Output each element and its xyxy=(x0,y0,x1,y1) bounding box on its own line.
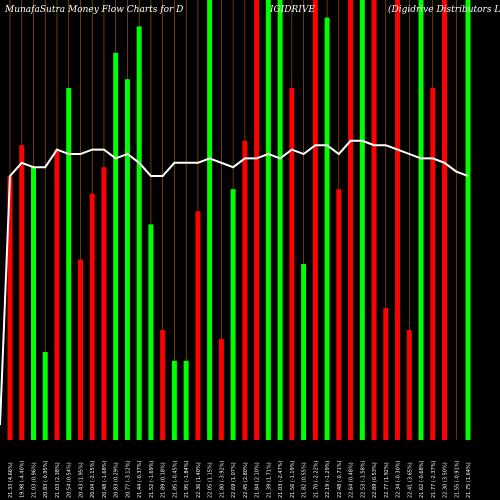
x-tick-label: 20.48 (-1.68%) xyxy=(102,460,108,498)
bar xyxy=(336,189,342,440)
x-axis-labels: 21.33 (4.66%) 19.98 (-4.40%) 21.03 (0.96%)… xyxy=(8,460,472,498)
bar xyxy=(124,79,130,440)
x-tick-label: 21.33 (4.66%) xyxy=(8,462,14,498)
x-tick-label: 20.43 (1.95%) xyxy=(78,462,84,498)
x-tick-label: 22.89 (0.53%) xyxy=(372,462,378,498)
bar xyxy=(324,17,330,440)
x-tick-label: 21.77 (-2.37%) xyxy=(431,460,437,498)
bar xyxy=(42,352,48,440)
x-tick-label: 21.62 (-0.68%) xyxy=(419,460,425,498)
bar xyxy=(66,88,72,440)
x-tick-label: 22.48 (-0.71%) xyxy=(337,460,343,498)
chart-title-mid: IGIDRIVE xyxy=(269,5,315,15)
x-tick-label: 22.05 (1.15%) xyxy=(208,462,214,498)
x-tick-label: 21.56 (-1.19%) xyxy=(290,460,296,498)
x-tick-label: 21.82 (0.55%) xyxy=(302,462,308,498)
x-tick-label: 21.80 (-3.92%) xyxy=(219,460,225,498)
x-tick-label: 22.30 (3.50%) xyxy=(443,462,449,498)
bar xyxy=(113,52,119,441)
x-tick-label: 21.03 (2.38%) xyxy=(55,462,61,498)
bars-group xyxy=(7,0,471,441)
x-tick-label: 21.84 (2.10%) xyxy=(255,462,261,498)
x-tick-label: 20.54 (0.54%) xyxy=(67,462,73,498)
x-tick-label: 20.83 (0.29%) xyxy=(114,462,120,498)
x-tick-label: 22.53 (-1.58%) xyxy=(360,460,366,498)
x-tick-label: 21.95 (-1.84%) xyxy=(184,460,190,498)
x-tick-label: 22.41 (3.65%) xyxy=(407,462,413,498)
x-tick-label: 22.34 (-0.30%) xyxy=(396,460,402,498)
bar xyxy=(183,360,189,440)
x-tick-label: 22.19 (-1.29%) xyxy=(325,460,331,498)
bar xyxy=(230,189,236,440)
bar xyxy=(277,0,283,440)
bar xyxy=(442,0,448,440)
x-tick-label: 21.03 (0.96%) xyxy=(31,462,37,498)
x-tick-label: 22.64 (0.48%) xyxy=(349,462,355,498)
x-tick-label: 21.55 (-0.91%) xyxy=(454,460,460,498)
bar xyxy=(218,338,224,440)
x-tick-label: 21.89 (0.18%) xyxy=(161,462,167,498)
x-tick-label: 21.52 (-1.69%) xyxy=(149,460,155,498)
bar xyxy=(54,149,60,440)
bar xyxy=(348,0,354,440)
x-tick-label: 22.45 (2.80%) xyxy=(243,462,249,498)
x-tick-label: 21.44 (-0.37%) xyxy=(137,460,143,498)
x-tick-label: 21.85 (-0.45%) xyxy=(172,460,178,498)
bar xyxy=(89,193,95,440)
bar xyxy=(242,140,248,441)
x-tick-label: 21.75 (1.64%) xyxy=(466,462,472,498)
x-tick-label: 21.39 (1.71%) xyxy=(266,462,272,498)
bar xyxy=(289,88,295,440)
bar xyxy=(465,0,471,440)
bar xyxy=(265,0,271,440)
bar xyxy=(30,167,36,440)
bar xyxy=(312,0,318,440)
bar xyxy=(7,176,13,440)
x-tick-label: 21.03 (-2.47%) xyxy=(278,460,284,498)
bar xyxy=(19,145,25,440)
bar xyxy=(430,88,436,440)
bar xyxy=(195,211,201,440)
bar xyxy=(371,0,377,440)
bar xyxy=(160,330,166,440)
bar xyxy=(101,167,107,440)
bar xyxy=(359,0,365,440)
bar xyxy=(136,26,142,441)
money-flow-line xyxy=(0,139,469,426)
x-tick-label: 22.36 (1.40%) xyxy=(196,462,202,498)
bar xyxy=(301,264,307,440)
bar xyxy=(207,0,213,440)
chart-title-right: (Digidrive Distributors L) Muni xyxy=(388,4,500,15)
x-tick-label: 20.04 (-2.15%) xyxy=(90,460,96,498)
x-tick-label: 21.70 (-2.22%) xyxy=(313,460,319,498)
x-tick-label: 22.77 (1.92%) xyxy=(384,462,390,498)
x-tick-label: 19.98 (-4.40%) xyxy=(20,460,26,498)
bar xyxy=(406,330,412,440)
bar xyxy=(77,259,83,440)
x-tick-label: 22.69 (1.07%) xyxy=(231,462,237,498)
x-tick-label: 20.77 (-3.12%) xyxy=(125,460,131,498)
bar xyxy=(383,308,389,440)
x-tick-label: 20.83 (-0.95%) xyxy=(43,460,49,498)
chart-title-left: MunafaSutra Money Flow Charts for D xyxy=(4,5,183,15)
bar xyxy=(254,0,260,440)
bar xyxy=(171,360,177,440)
bar xyxy=(418,0,424,440)
bar xyxy=(395,0,401,440)
bar xyxy=(148,224,154,440)
